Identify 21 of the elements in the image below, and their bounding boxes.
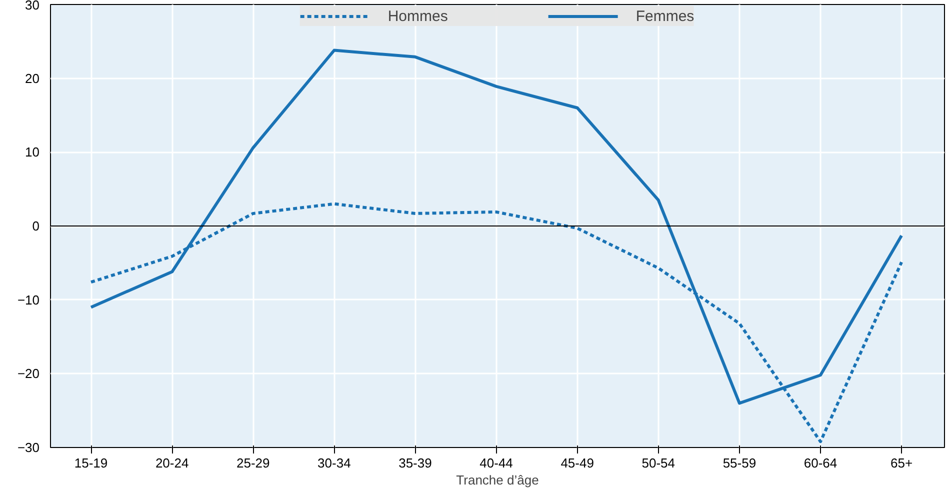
x-tick-label: 50-54 [642,456,676,470]
x-tick-label: 30-34 [318,456,351,470]
y-tick-label: −20 [17,366,40,382]
x-tick-label: 45-49 [560,456,594,470]
x-tick-label: 40-44 [480,456,513,470]
x-tick-label: 65+ [890,456,913,470]
y-tick-label: 30 [25,0,40,12]
y-tick-label: 0 [32,218,40,234]
x-tick-label: 35-39 [398,456,432,470]
x-tick-label: 20-24 [155,456,189,470]
y-tick-label: −10 [17,292,40,308]
y-tick-label: 20 [25,70,40,86]
y-tick-label: 10 [25,144,40,160]
legend-label: Femmes [636,8,694,24]
x-tick-label: 55-59 [722,456,756,470]
y-tick-label: −30 [17,440,40,455]
x-tick-label: 60-64 [804,456,838,470]
x-tick-label: 25-29 [236,456,270,470]
legend-label: Hommes [388,8,448,24]
x-axis-title: Tranche d’âge [456,472,539,488]
x-tick-label: 15-19 [74,456,108,470]
